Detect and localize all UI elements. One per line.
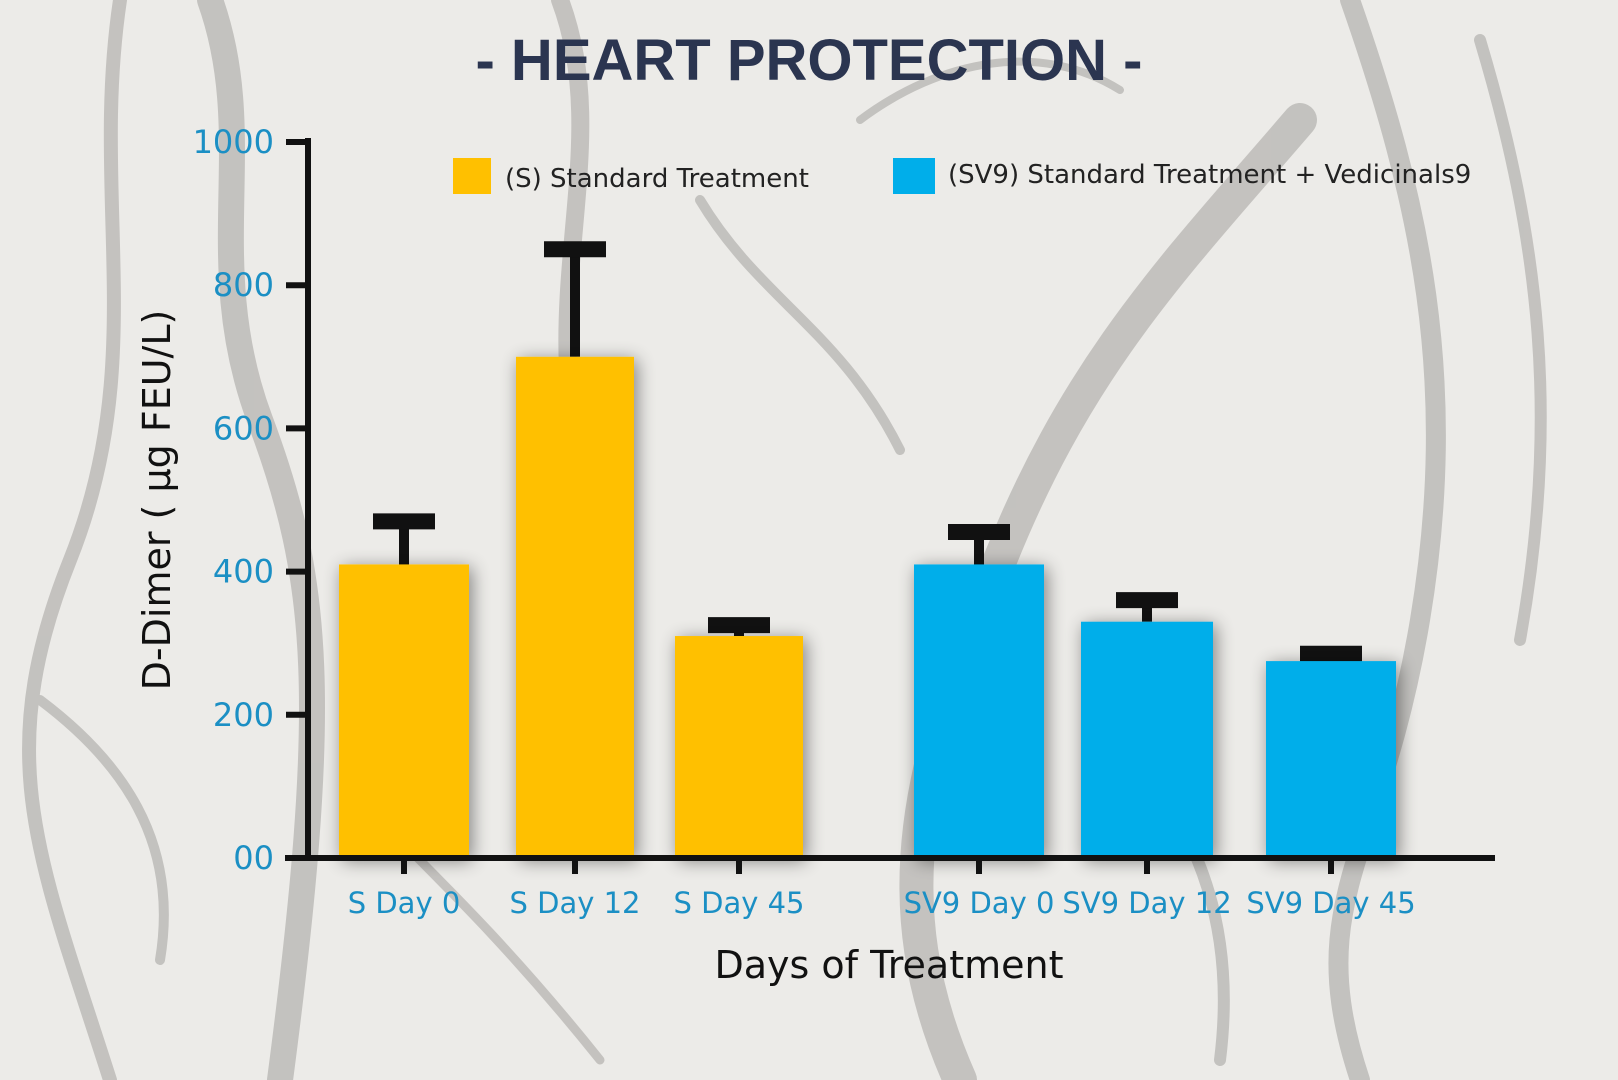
y-tick-label: 800 <box>213 266 274 304</box>
chart-title: - HEART PROTECTION - <box>476 28 1143 93</box>
y-tick-label: 600 <box>213 409 274 447</box>
bar <box>339 564 469 858</box>
x-tick-label: S Day 0 <box>348 886 461 920</box>
bar <box>914 564 1044 858</box>
legend-label-standard: (S) Standard Treatment <box>505 164 809 194</box>
x-tick-label: SV9 Day 12 <box>1062 886 1231 920</box>
bar <box>1266 661 1396 858</box>
bar <box>516 356 634 858</box>
bars <box>339 241 1396 858</box>
legend-swatch-vedicinals <box>893 158 935 194</box>
legend: (S) Standard Treatment (SV9) Standard Tr… <box>453 158 1471 194</box>
legend-label-vedicinals: (SV9) Standard Treatment + Vedicinals9 <box>948 160 1471 190</box>
x-tick-label: S Day 12 <box>509 886 640 920</box>
bar <box>1081 621 1213 858</box>
x-tick-label: SV9 Day 0 <box>904 886 1055 920</box>
y-tick-label: 200 <box>213 696 274 734</box>
y-axis-label: D-Dimer ( µg FEU/L) <box>135 310 179 691</box>
bar <box>675 636 803 858</box>
legend-swatch-standard <box>453 158 491 194</box>
y-tick-label: 400 <box>213 553 274 591</box>
y-tick-label: 1000 <box>193 123 274 161</box>
x-axis-label: Days of Treatment <box>715 943 1064 987</box>
y-tick-label: 00 <box>233 839 274 877</box>
x-tick-label: S Day 45 <box>673 886 804 920</box>
y-axis-ticks: 00 200 400 600 800 1000 <box>193 123 308 877</box>
x-tick-label: SV9 Day 45 <box>1246 886 1415 920</box>
